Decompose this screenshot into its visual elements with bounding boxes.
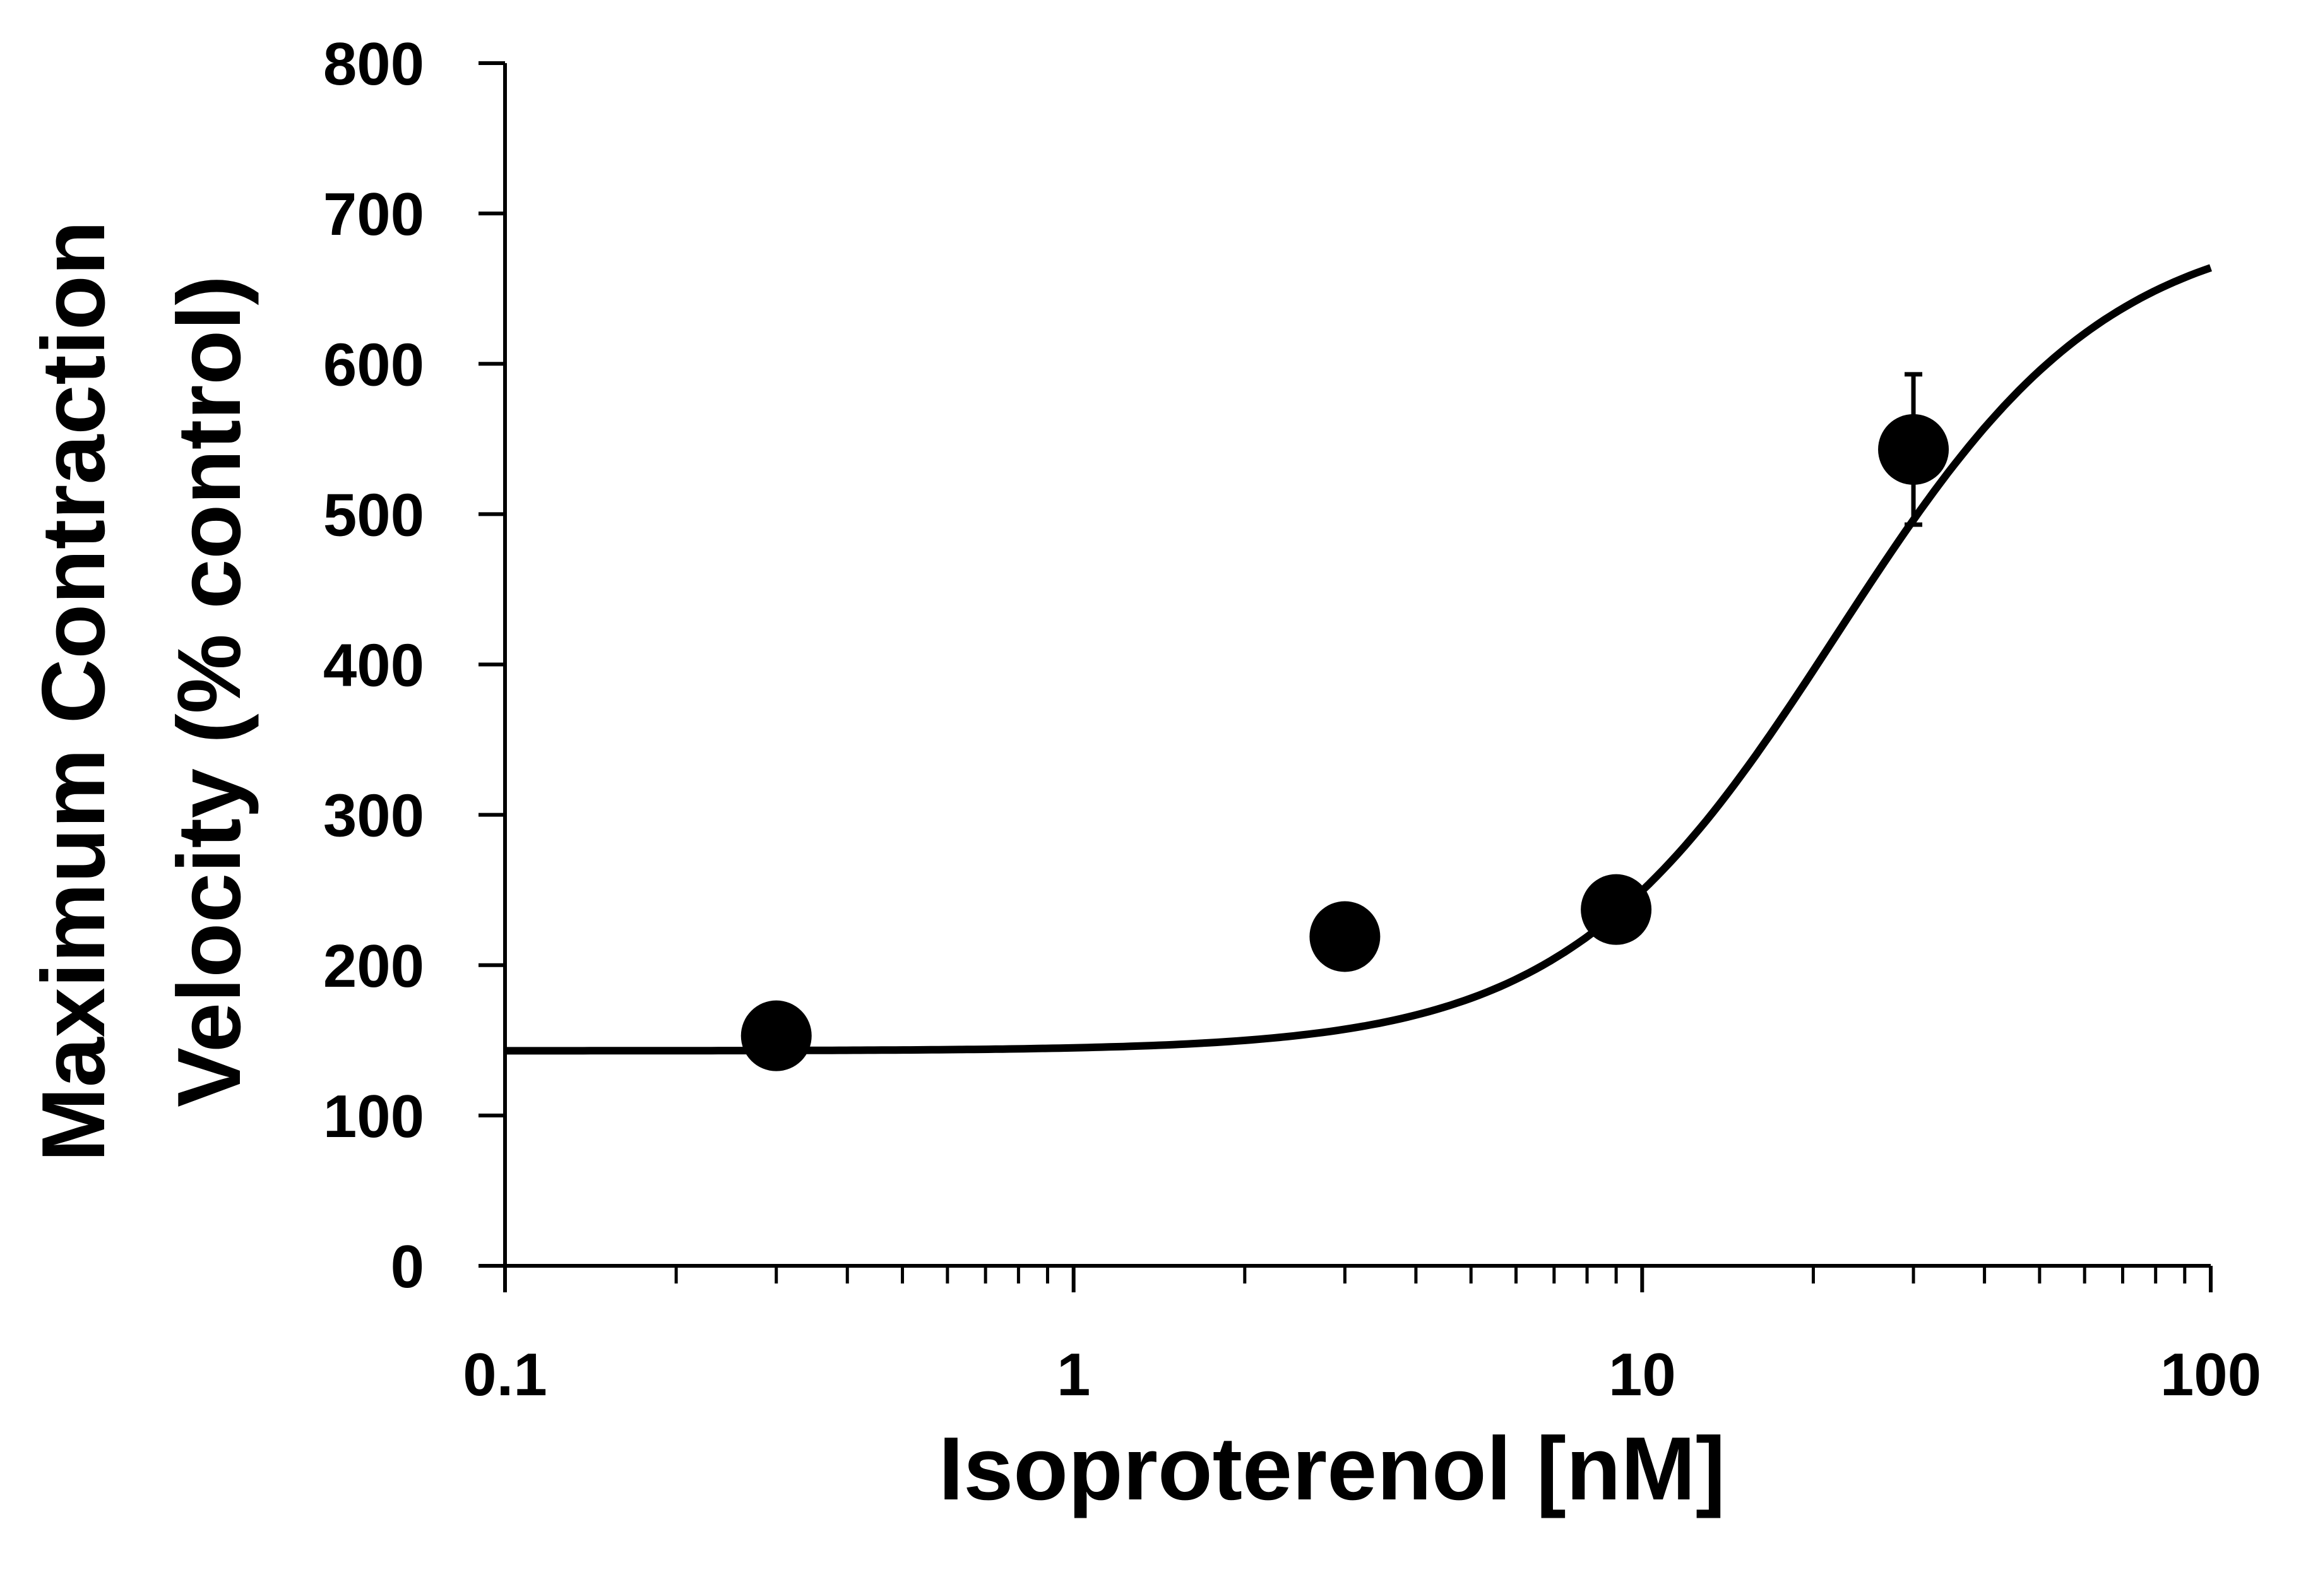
y-tick-label: 800 [323, 30, 424, 98]
y-axis-title-line1: Maximum Contraction [23, 220, 124, 1162]
x-tick-label: 100 [2160, 1341, 2261, 1408]
y-tick-label: 700 [323, 181, 424, 248]
data-point [1878, 414, 1949, 485]
y-axis-title-line2: Velocity (% control) [159, 275, 259, 1107]
data-point [740, 1000, 812, 1071]
x-tick-label: 1 [1057, 1341, 1090, 1408]
x-tick-label: 0.1 [463, 1341, 547, 1408]
y-tick-label: 400 [323, 632, 424, 700]
x-tick-label: 10 [1608, 1341, 1676, 1408]
y-tick-label: 100 [323, 1083, 424, 1150]
data-point [1309, 901, 1381, 972]
y-tick-label: 300 [323, 782, 424, 850]
y-tick-label: 600 [323, 331, 424, 398]
y-tick-label: 500 [323, 481, 424, 549]
data-point [1581, 874, 1652, 945]
x-axis-title: Isoproterenol [nM] [939, 1419, 1725, 1519]
y-tick-label: 200 [323, 932, 424, 1000]
y-tick-label: 0 [391, 1233, 424, 1301]
